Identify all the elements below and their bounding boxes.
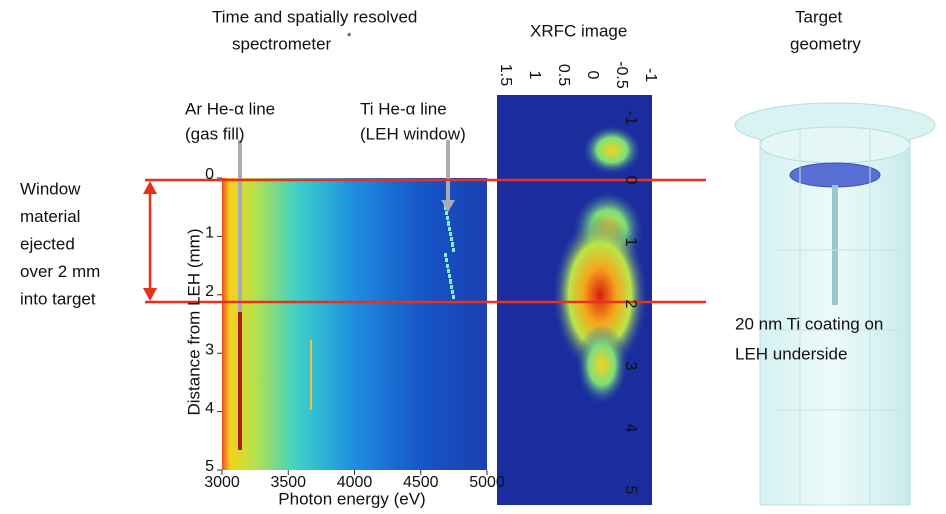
dot xyxy=(446,217,449,220)
annotation: Ar He-α line xyxy=(185,99,275,118)
spectrum-image xyxy=(222,178,487,470)
y-tick-label: 0 xyxy=(205,166,214,183)
title: XRFC image xyxy=(530,21,627,40)
dot xyxy=(445,259,448,262)
side-tick-label: 5 xyxy=(622,486,639,495)
ti-dots xyxy=(444,205,455,299)
y-tick-label: 2 xyxy=(205,283,214,300)
top-tick-label: 0 xyxy=(584,71,601,80)
x-tick-label: 3000 xyxy=(204,474,240,491)
dot xyxy=(450,286,453,289)
dot xyxy=(451,244,454,247)
title: Time and spatially resolved xyxy=(212,7,417,26)
annotation: (gas fill) xyxy=(185,124,245,143)
side-tick-label: -1 xyxy=(622,111,639,125)
top-tick-label: 0.5 xyxy=(555,64,572,86)
y-tick-label: 3 xyxy=(205,341,214,358)
caption: 20 nm Ti coating on xyxy=(735,314,883,333)
dot xyxy=(447,270,450,273)
side-tick-label: 2 xyxy=(622,300,639,309)
dot xyxy=(444,207,447,210)
top-tick-label: -0.5 xyxy=(613,61,630,89)
note-line: Window xyxy=(20,179,81,198)
x-tick-label: 3500 xyxy=(270,474,306,491)
x-tick-label: 4000 xyxy=(337,474,373,491)
title: Target xyxy=(795,7,843,26)
dot xyxy=(446,265,449,268)
x-label: Photon energy (eV) xyxy=(278,489,425,508)
note-line: material xyxy=(20,207,80,226)
dot xyxy=(447,223,450,226)
dot xyxy=(451,291,454,294)
dot xyxy=(452,296,455,299)
caption: LEH underside xyxy=(735,344,847,363)
dot xyxy=(450,238,453,241)
side-tick-label: 0 xyxy=(622,176,639,185)
title: spectrometer xyxy=(232,34,332,53)
streak xyxy=(310,340,312,410)
top-tick-label: 1 xyxy=(526,71,543,80)
dot xyxy=(452,249,455,252)
footnote-mark: * xyxy=(347,31,352,43)
dot xyxy=(448,228,451,231)
y-tick-label: 5 xyxy=(205,458,214,475)
target-drawing xyxy=(734,102,936,506)
arrowhead xyxy=(143,288,157,301)
blob xyxy=(552,215,648,375)
y-tick-label: 1 xyxy=(205,225,214,242)
arrowhead xyxy=(143,181,157,194)
dot xyxy=(449,281,452,284)
y-label: Distance from LEH (mm) xyxy=(184,228,203,415)
window-note: Window material ejected over 2 mm into targe… xyxy=(20,179,100,308)
dot xyxy=(444,254,447,257)
top-tick-label: 1.5 xyxy=(497,64,514,86)
note-line: ejected xyxy=(20,234,75,253)
title: geometry xyxy=(790,34,861,53)
arrowhead xyxy=(441,200,455,212)
annotation: Ti He-α line xyxy=(360,99,447,118)
note-line: into target xyxy=(20,289,96,308)
y-tick-label: 4 xyxy=(205,400,214,417)
dot xyxy=(445,212,448,215)
dot xyxy=(449,233,452,236)
annotation: (LEH window) xyxy=(360,124,466,143)
side-tick-label: 4 xyxy=(622,424,639,433)
x-tick-label: 5000 xyxy=(469,474,505,491)
dot xyxy=(448,275,451,278)
blob xyxy=(582,125,642,175)
note-line: over 2 mm xyxy=(20,262,100,281)
blob xyxy=(576,325,628,405)
top-tick-label: -1 xyxy=(642,68,659,82)
ar-line xyxy=(238,300,242,450)
side-tick-label: 1 xyxy=(622,238,639,247)
x-tick-label: 4500 xyxy=(403,474,439,491)
side-tick-label: 3 xyxy=(622,362,639,371)
